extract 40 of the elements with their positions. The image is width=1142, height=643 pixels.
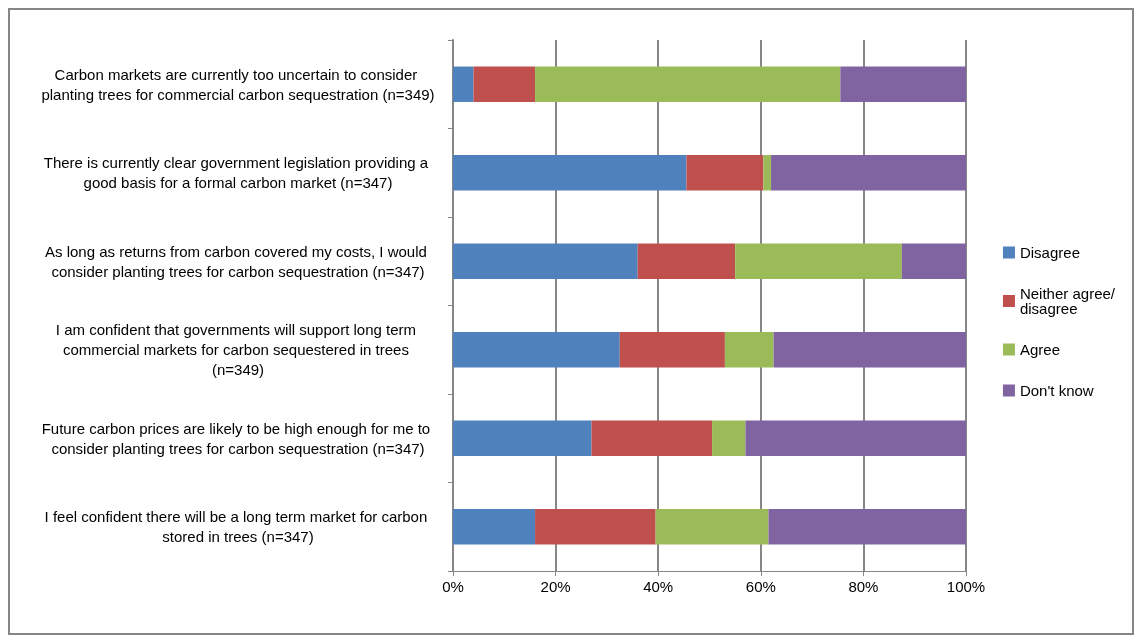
bar [712,420,746,456]
bar [840,66,966,102]
y-tick-label: Carbon markets are currently too uncertain to consider planting trees for commercial carbon sequestration (n=349) [41,65,435,103]
y-tick-label: I feel confident there will be a long term market for carbon stored in trees (n=347) [44,508,432,546]
bar [535,509,656,545]
bar [735,243,902,279]
bar [473,66,536,102]
legend-label: Agree [1019,341,1060,358]
legend-label: Neither agree/disagree [1019,285,1116,317]
bar [763,155,772,191]
bar [773,332,966,368]
legend-label: Disagree [1019,244,1080,261]
x-tick-label: 80% [848,578,879,595]
x-tick-label: 20% [540,578,571,595]
bar [724,332,774,368]
x-tick-label: 100% [946,578,986,595]
x-tick-label: 40% [643,578,674,595]
bar [619,332,725,368]
y-tick-label: As long as returns from carbon covered my costs, I would consider planting trees for carbon sequestration (n=347) [45,242,431,280]
bar [453,66,474,102]
x-tick-label: 0% [442,578,464,595]
bar [637,243,736,279]
bar [453,509,536,545]
bar [745,420,966,456]
y-tick-label: I am confident that governments will support long term commercial markets for carbon sequestered in trees (n=349) [55,321,421,379]
bar [535,66,841,102]
bar [686,155,764,191]
bar [591,420,713,456]
bar [453,243,638,279]
bar [655,509,769,545]
bar [768,509,966,545]
y-tick-label: Future carbon prices are likely to be high enough for me to consider planting trees for carbon sequestration (n=347) [41,419,435,457]
legend-label: Don't know [1019,382,1094,399]
bar [771,155,966,191]
bar [453,155,687,191]
x-tick-label: 60% [745,578,776,595]
bar [453,420,592,456]
bar [453,332,620,368]
bar [901,243,966,279]
y-tick-label: There is currently clear government legislation providing a good basis for a formal carbon market (n=347) [43,154,433,192]
